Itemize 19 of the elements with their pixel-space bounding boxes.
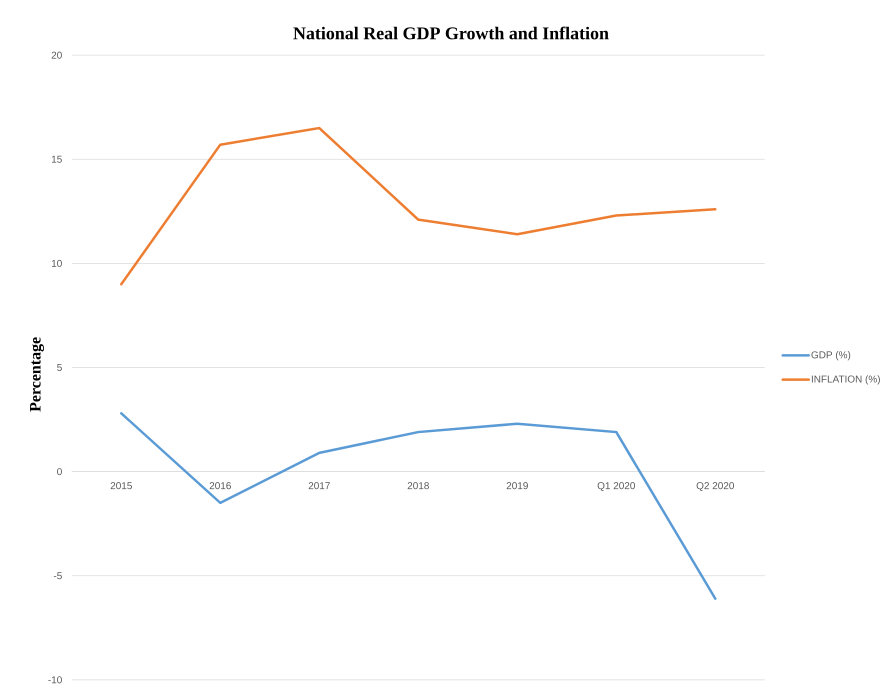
y-tick-label: 5 xyxy=(57,364,62,371)
y-tick-label: 15 xyxy=(52,156,62,163)
x-tick-label: Q1 2020 xyxy=(598,482,635,491)
x-tick-label: 2015 xyxy=(110,482,132,490)
x-tick-label: 2017 xyxy=(308,482,330,490)
legend-label: GDP (%) xyxy=(811,351,850,360)
y-axis-title: Percentage xyxy=(30,337,44,412)
line-series xyxy=(120,126,717,286)
y-tick-label: -5 xyxy=(54,572,62,580)
y-tick-label: 10 xyxy=(52,260,62,267)
chart-title: National Real GDP Growth and Inflation xyxy=(293,26,609,40)
x-tick-label: 2019 xyxy=(506,482,528,490)
y-tick-label: -10 xyxy=(48,676,62,684)
x-tick-label: 2018 xyxy=(408,482,429,490)
legend-label: INFLATION (%) xyxy=(812,375,880,385)
y-tick-label: 0 xyxy=(57,468,62,476)
y-tick-label: 20 xyxy=(52,52,62,59)
x-tick-label: Q2 2020 xyxy=(696,482,734,491)
x-tick-label: 2016 xyxy=(210,482,231,490)
